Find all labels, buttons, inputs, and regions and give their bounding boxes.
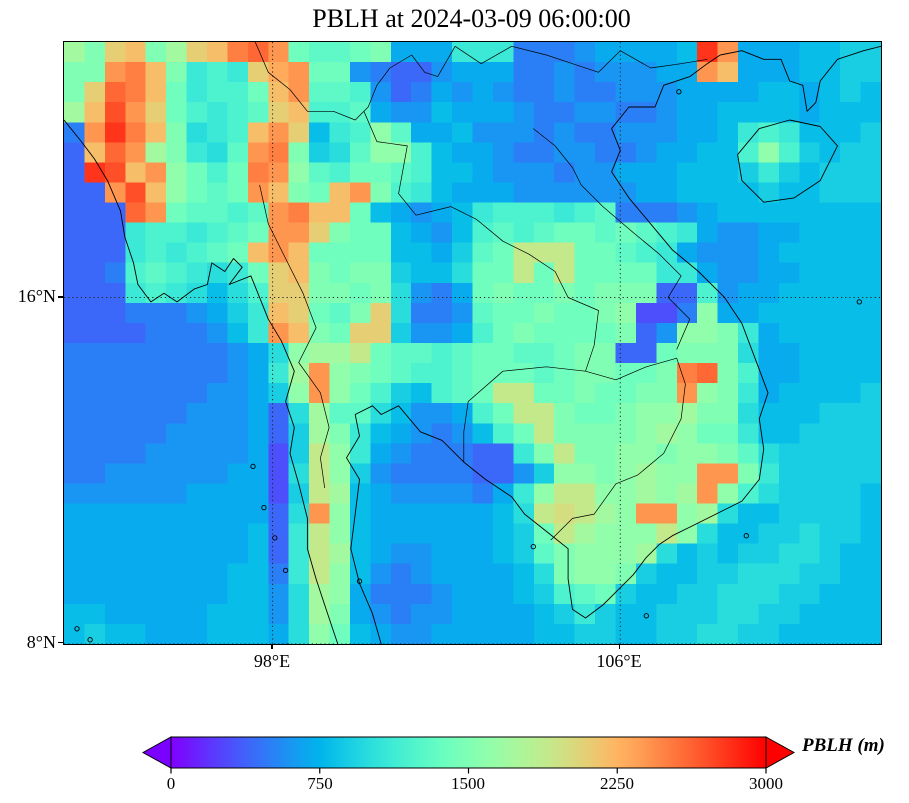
country-border [363,111,599,372]
coastline [64,119,339,644]
xtick-106e [618,644,620,649]
map-plot-area [63,41,882,645]
colorbar-arrow-low [141,736,172,769]
colorbar [141,736,796,774]
island [743,533,749,539]
ytick-8n [58,641,63,643]
country-border [550,357,686,541]
island [530,543,536,550]
island [272,535,278,541]
country-border [533,128,691,350]
colorbar-arrow-high [765,736,796,769]
country-border [259,184,330,489]
xtick-98e [271,644,273,649]
island [356,578,363,584]
coastline [346,54,769,644]
chart-title: PBLH at 2024-03-09 06:00:00 [312,4,631,33]
island [676,89,682,95]
colorbar-tick-label-750: 750 [307,774,333,793]
country-border [254,42,456,121]
colorbar-tick-label-0: 0 [166,774,176,793]
ytick-16n [58,296,63,298]
island [261,504,267,511]
coastline [720,45,881,112]
island [87,637,93,643]
colorbar-tick-label-2250: 2250 [600,774,634,793]
coastline [737,119,838,203]
country-border [454,45,708,73]
island [74,626,80,632]
ytick-label-8n: 8°N [26,632,56,652]
ytick-label-16n: 16°N [17,286,56,306]
colorbar-label: PBLH (m) [802,735,885,756]
coastline-border-overlay [64,42,881,644]
colorbar-tick-label-3000: 3000 [749,774,783,793]
island [643,613,649,619]
colorbar-gradient [170,736,767,769]
xtick-label-98e: 98°E [253,651,291,671]
xtick-label-106e: 106°E [596,651,642,671]
country-border [463,366,586,463]
colorbar-tick-label-1500: 1500 [451,774,485,793]
island [250,463,256,470]
island [856,299,862,305]
colorbar-ticks [170,768,767,774]
island [282,567,289,574]
pblh-heatmap [64,42,881,644]
